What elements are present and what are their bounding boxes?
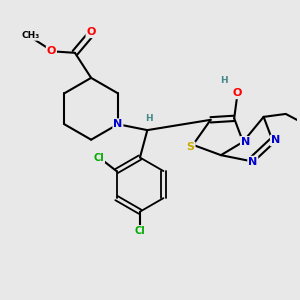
Text: N: N [113,119,122,129]
Text: CH₃: CH₃ [22,31,40,40]
Text: O: O [47,46,56,56]
Text: H: H [145,114,153,123]
Text: Cl: Cl [135,226,145,236]
Text: N: N [241,137,250,147]
Text: Cl: Cl [94,153,104,163]
Text: N: N [271,135,280,146]
Text: O: O [86,27,96,37]
Text: O: O [232,88,242,98]
Text: N: N [248,157,257,166]
Text: H: H [220,76,228,85]
Text: S: S [187,142,195,152]
